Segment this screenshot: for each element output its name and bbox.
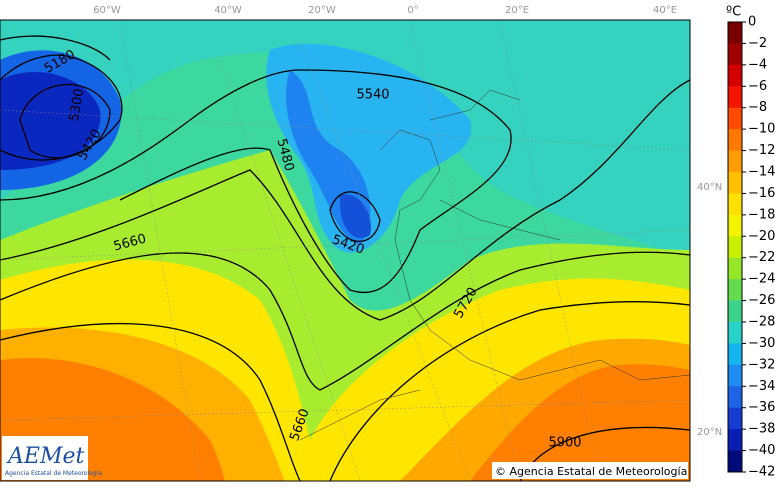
copyright: © Agencia Estatal de Meteorología	[495, 465, 687, 478]
colorbar-label: −26	[748, 293, 775, 308]
colorbar-label: −14	[748, 165, 775, 180]
colorbar-segment	[728, 236, 742, 259]
colorbar-label: −32	[748, 357, 775, 372]
colorbar-label: −38	[748, 422, 775, 437]
longitude-label: 40°E	[653, 5, 677, 16]
colorbar-label: −22	[748, 250, 775, 265]
colorbar-segment	[728, 86, 742, 109]
contour-label: 5300	[67, 87, 88, 122]
latitude-label: 20°N	[697, 427, 722, 438]
contour-label: 5540	[356, 88, 389, 103]
colorbar-frame	[727, 21, 743, 473]
colorbar-segment	[728, 450, 742, 473]
colorbar-segment	[728, 64, 742, 87]
colorbar-label: 0	[748, 15, 756, 30]
colorbar-label: −4	[748, 57, 767, 72]
colorbar-label: −10	[748, 122, 775, 137]
logo: AEMet Agencia Estatal de Meteorología	[2, 436, 102, 480]
colorbar-segment	[728, 129, 742, 152]
longitude-label: 60°W	[93, 5, 121, 16]
colorbar-segment	[728, 22, 742, 44]
colorbar-label: −16	[748, 186, 775, 201]
colorbar-unit: ºC	[726, 5, 741, 20]
logo-name: AEMet	[6, 444, 84, 469]
colorbar-label: −28	[748, 315, 775, 330]
longitude-label: 20°E	[505, 5, 529, 16]
map-frame	[0, 19, 691, 482]
contour-label: 5900	[548, 436, 581, 451]
colorbar-label: −12	[748, 143, 775, 158]
colorbar-segment	[728, 429, 742, 452]
latitude-label: 40°N	[697, 182, 722, 193]
colorbar-segment	[728, 300, 742, 323]
colorbar-segment	[728, 43, 742, 66]
colorbar-segment	[728, 279, 742, 302]
colorbar-label: −6	[748, 79, 767, 94]
colorbar-segment	[728, 407, 742, 430]
colorbar-segment	[728, 107, 742, 130]
map	[0, 20, 690, 481]
colorbar-segment	[728, 364, 742, 387]
colorbar-label: −42	[748, 465, 775, 480]
colorbar-label: −36	[748, 400, 775, 415]
colorbar-label: −8	[748, 100, 767, 115]
colorbar-segment	[728, 343, 742, 366]
colorbar-label: −40	[748, 443, 775, 458]
longitude-label: 20°W	[308, 5, 336, 16]
colorbar-segment	[728, 386, 742, 409]
logo-subtitle: Agencia Estatal de Meteorología	[5, 470, 102, 477]
colorbar-label: −34	[748, 379, 775, 394]
colorbar-label: −2	[748, 36, 767, 51]
copyright-box	[492, 462, 688, 479]
longitude-label: 0°	[407, 5, 418, 16]
colorbar-label: −18	[748, 207, 775, 222]
colorbar-segment	[728, 322, 742, 344]
colorbar-segment	[728, 193, 742, 216]
colorbar-label: −20	[748, 229, 775, 244]
colorbar-segment	[728, 257, 742, 280]
colorbar-segment	[728, 214, 742, 237]
colorbar-label: −30	[748, 336, 775, 351]
colorbar-label: −24	[748, 272, 775, 287]
colorbar-segment	[728, 172, 742, 194]
longitude-label: 40°W	[214, 5, 242, 16]
colorbar-segment	[728, 150, 742, 173]
